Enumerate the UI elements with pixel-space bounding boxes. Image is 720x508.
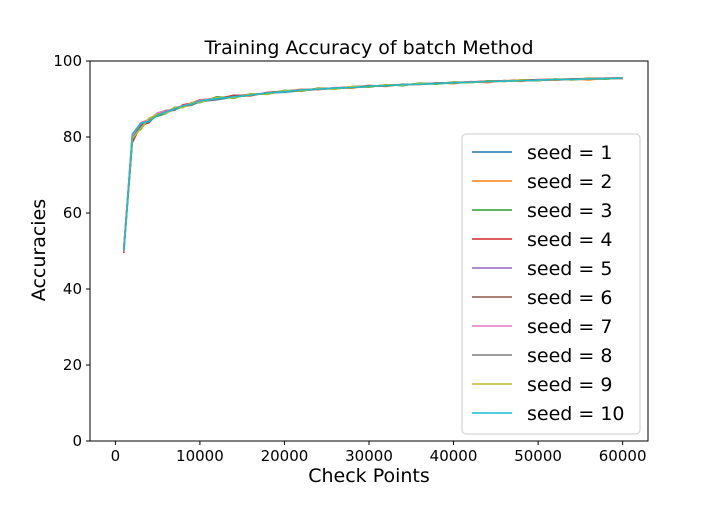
legend-label: seed = 8 bbox=[527, 345, 612, 367]
x-tick-label: 30000 bbox=[345, 447, 393, 465]
x-tick-label: 40000 bbox=[430, 447, 478, 465]
x-tick-label: 60000 bbox=[599, 447, 647, 465]
y-tick-label: 40 bbox=[63, 280, 82, 298]
legend-label: seed = 4 bbox=[527, 229, 612, 251]
y-tick-label: 100 bbox=[53, 52, 82, 70]
legend-label: seed = 2 bbox=[527, 171, 612, 193]
y-tick-label: 80 bbox=[63, 128, 82, 146]
x-axis-label: Check Points bbox=[308, 465, 430, 487]
y-tick-label: 60 bbox=[63, 204, 82, 222]
x-tick-label: 20000 bbox=[261, 447, 309, 465]
legend-label: seed = 10 bbox=[527, 403, 625, 425]
legend-label: seed = 5 bbox=[527, 258, 612, 280]
legend-label: seed = 1 bbox=[527, 142, 612, 164]
x-tick-label: 0 bbox=[111, 447, 121, 465]
x-tick-label: 10000 bbox=[176, 447, 224, 465]
legend-label: seed = 3 bbox=[527, 200, 612, 222]
chart-title: Training Accuracy of batch Method bbox=[203, 37, 533, 59]
x-tick-label: 50000 bbox=[514, 447, 562, 465]
plot-area: 0 10000 20000 30000 40000 50000 60000 0 20 40 60 80… bbox=[53, 52, 649, 465]
legend-label: seed = 6 bbox=[527, 287, 612, 309]
legend: seed = 1 seed = 2 seed = 3 seed = 4 seed = 5… bbox=[461, 133, 641, 435]
legend-frame bbox=[461, 133, 641, 435]
y-tick-label: 0 bbox=[72, 432, 82, 450]
legend-label: seed = 9 bbox=[527, 374, 612, 396]
legend-label: seed = 7 bbox=[527, 316, 612, 338]
series-line-seed-10 bbox=[123, 77, 623, 251]
y-axis-label: Accuracies bbox=[28, 199, 50, 301]
y-tick-label: 20 bbox=[63, 356, 82, 374]
